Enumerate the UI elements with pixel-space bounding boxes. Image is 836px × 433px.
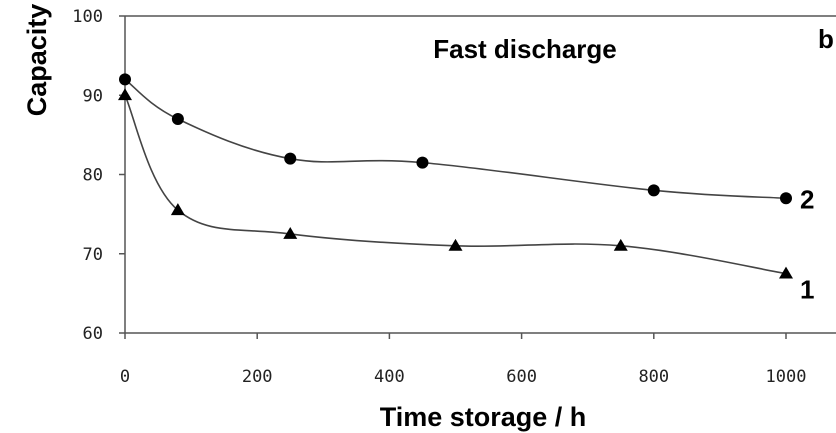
data-point-triangle (613, 238, 628, 251)
data-point-circle (416, 156, 429, 169)
panel-label: b (818, 24, 834, 54)
y-tick-label: 70 (83, 245, 103, 265)
data-point-triangle (170, 203, 185, 216)
data-point-circle (284, 152, 297, 165)
x-tick-label: 600 (506, 367, 537, 387)
data-point-triangle (118, 88, 132, 101)
data-point-circle (171, 113, 184, 126)
data-point-triangle (779, 266, 793, 279)
series-label-2: 2 (800, 184, 814, 214)
series-1: 1 (118, 88, 814, 305)
x-tick-label: 400 (374, 367, 405, 387)
x-tick-label: 800 (638, 367, 669, 387)
x-tick-label: 0 (120, 367, 130, 387)
chart-title: Fast discharge (433, 34, 617, 64)
x-tick-label: 200 (242, 367, 273, 387)
data-point-circle (780, 192, 792, 205)
x-tick-label: 1000 (766, 367, 807, 387)
series-label-1: 1 (800, 275, 814, 305)
data-point-triangle (448, 238, 463, 251)
y-tick-label: 80 (83, 166, 103, 186)
y-tick-label: 100 (72, 7, 103, 27)
data-point-circle (647, 184, 660, 197)
series-layer: 12 (118, 73, 814, 305)
y-axis-title: Capacity (22, 4, 52, 117)
data-point-circle (119, 73, 131, 86)
y-tick-label: 60 (83, 324, 103, 344)
series-line-2 (124, 78, 787, 200)
y-tick-label: 90 (83, 86, 103, 106)
data-point-triangle (283, 226, 298, 239)
series-2: 2 (119, 73, 814, 214)
series-line-1 (124, 94, 787, 275)
x-axis-title: Time storage / h (380, 402, 587, 432)
